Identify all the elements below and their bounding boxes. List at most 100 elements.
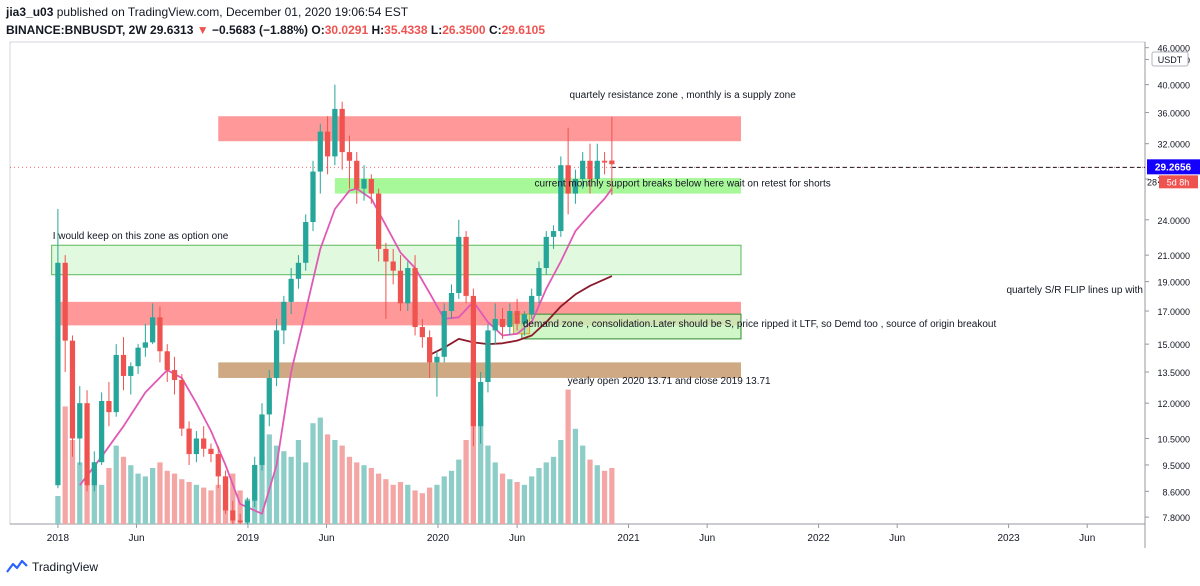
volume-bar xyxy=(179,479,185,524)
volume-bar xyxy=(478,406,484,524)
open-value: 30.0291 xyxy=(324,23,369,37)
candle-body xyxy=(120,354,127,376)
tradingview-logo-icon xyxy=(6,560,28,573)
symbol-name[interactable]: BINANCE:BNBUSDT, 2W xyxy=(6,23,147,37)
candle-body xyxy=(201,438,207,449)
volume-bar xyxy=(259,456,265,524)
close-label: C: xyxy=(488,23,502,37)
candle xyxy=(62,255,68,373)
volume-bar xyxy=(507,479,513,524)
y-tick-label: 15.0000 xyxy=(1157,340,1190,350)
candle-body xyxy=(332,108,338,157)
candle xyxy=(113,344,119,417)
candle xyxy=(237,513,243,524)
candle-body xyxy=(448,292,455,312)
zone-support xyxy=(334,178,741,194)
y-tick-label: 13.5000 xyxy=(1157,368,1190,378)
candle xyxy=(324,116,331,175)
candle-body xyxy=(157,317,163,352)
zone-option-one xyxy=(51,244,742,276)
candle xyxy=(478,372,484,444)
tradingview-footer[interactable]: TradingView xyxy=(6,560,98,574)
candle xyxy=(157,306,163,363)
candle xyxy=(441,303,447,363)
volume-bar xyxy=(128,465,134,524)
candle xyxy=(259,403,265,471)
volume-bar xyxy=(558,440,564,524)
volume-bar xyxy=(295,440,302,524)
candle-body xyxy=(470,295,476,427)
annotation-option: I would keep on this zone as option one xyxy=(53,231,229,242)
close-value: 29.6105 xyxy=(501,23,546,37)
candle-body xyxy=(521,314,528,324)
y-tick-label: 8.6000 xyxy=(1162,487,1190,497)
candle xyxy=(142,323,148,357)
open-label: O: xyxy=(311,23,325,37)
candle-body xyxy=(266,377,272,415)
candle-body xyxy=(84,403,90,486)
volume-bar xyxy=(354,462,360,524)
volume-bar xyxy=(186,482,192,524)
candle-body xyxy=(99,400,105,463)
annotation-resistance: quartely resistance zone , monthly is a … xyxy=(570,90,797,101)
candle-body xyxy=(259,414,265,465)
candle-body xyxy=(142,342,148,348)
y-tick-label: 7.8000 xyxy=(1162,513,1190,523)
volume-bar xyxy=(69,440,76,524)
volume-bar xyxy=(529,476,535,524)
x-tick-label: Jun xyxy=(1079,533,1095,544)
y-tick-label: 12.0000 xyxy=(1157,399,1190,409)
candle-body xyxy=(339,108,345,153)
candle-body xyxy=(281,301,287,331)
low-value: 26.3500 xyxy=(442,23,486,37)
author-name[interactable]: jia3_u03 xyxy=(6,5,54,19)
candle-body xyxy=(397,270,404,304)
y-tick-label: 10.5000 xyxy=(1157,434,1190,444)
candle-body xyxy=(368,179,374,194)
volume-bar xyxy=(106,468,112,524)
candle-body xyxy=(529,295,535,315)
volume-bar xyxy=(543,462,549,524)
volume-bar xyxy=(208,490,214,524)
candle xyxy=(463,231,469,304)
volume-bar xyxy=(266,434,272,524)
volume-bar xyxy=(492,462,498,524)
candle xyxy=(310,160,316,232)
y-tick-label: 19.0000 xyxy=(1157,278,1190,288)
x-tick-label: 2022 xyxy=(807,533,830,544)
down-arrow-icon: ▼ xyxy=(196,23,209,37)
candle-body xyxy=(273,330,280,378)
candle-body xyxy=(412,268,418,328)
volume-bar xyxy=(281,451,287,524)
candle xyxy=(179,373,185,436)
candle-body xyxy=(215,454,221,477)
volume-bar xyxy=(390,484,396,524)
candle xyxy=(317,123,323,194)
publish-text: published on TradingView.com, December 0… xyxy=(56,5,409,19)
candle xyxy=(405,261,411,312)
candle xyxy=(412,255,418,336)
volume-bar xyxy=(361,465,367,524)
candle xyxy=(594,143,600,184)
candle xyxy=(171,356,178,395)
volume-bar xyxy=(62,406,68,524)
ma-slow-line xyxy=(429,275,613,356)
candle-body xyxy=(507,311,513,328)
candle xyxy=(208,443,214,463)
volume-bar xyxy=(339,445,345,524)
candle xyxy=(186,421,192,465)
candle xyxy=(332,84,338,166)
candle-body xyxy=(346,152,353,161)
x-tick-label: 2023 xyxy=(997,533,1020,544)
volume-bar xyxy=(84,473,90,524)
candle xyxy=(361,165,367,201)
candle-body xyxy=(601,160,608,163)
volume-bar xyxy=(456,459,462,524)
candle xyxy=(201,426,207,457)
volume-bar xyxy=(237,490,243,524)
candle xyxy=(521,311,528,336)
volume-bar xyxy=(383,479,389,524)
last-price-badge xyxy=(1147,159,1200,175)
candle-body xyxy=(441,311,447,357)
